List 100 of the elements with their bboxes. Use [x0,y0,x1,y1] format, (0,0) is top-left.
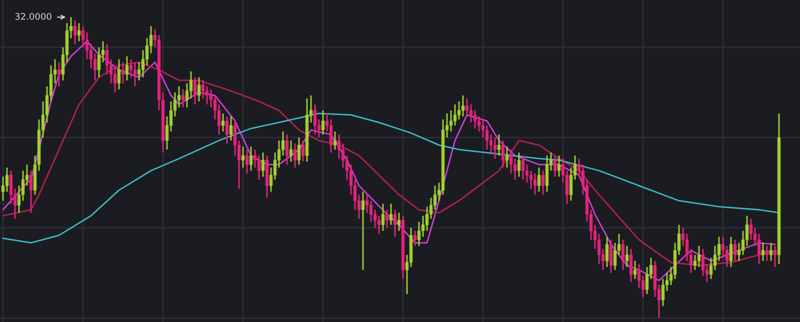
candlestick [117,58,121,90]
candlestick [301,140,305,162]
candlestick [465,98,469,118]
candlestick [185,82,189,108]
candlestick [517,152,521,178]
candlestick [417,221,421,247]
candlestick [397,212,401,232]
candlestick [473,110,477,130]
candlestick [453,104,457,126]
candlestick [505,146,509,168]
candlestick [221,112,225,132]
candlestick [497,134,501,156]
candlestick [721,236,725,259]
candlestick [21,170,25,202]
candlestick [761,242,765,262]
candlestick [661,278,665,307]
candlestick [477,116,481,132]
candlestick [645,266,649,295]
candlestick [709,257,713,280]
candlestick [333,130,337,150]
candlestick [285,134,289,166]
candlestick [297,136,301,166]
candlestick [197,76,201,102]
candlestick [93,52,97,82]
candlestick [77,22,81,42]
candlestick [613,242,617,271]
candlestick [321,110,325,136]
candlestick [141,50,145,78]
candlestick [5,166,9,192]
candlestick [421,215,425,238]
candlestick [373,209,377,228]
candlestick [385,209,389,228]
candlestick [313,104,317,136]
candlestick [609,239,613,274]
candlestick [241,146,245,168]
candlestick [553,154,557,178]
candlestick [189,70,193,100]
candlestick [229,116,233,142]
candlestick [569,166,573,202]
candlestick [177,86,181,108]
candlestick [717,236,721,262]
candlestick [757,233,761,265]
candlestick [461,94,465,118]
candlestick [521,154,525,180]
candlestick [377,215,381,235]
candlestick [249,146,253,172]
candlestick [513,158,517,180]
annotation: 32.0000 [15,12,52,20]
candlestick [469,104,473,124]
candlestick [557,154,561,178]
candlestick [85,32,89,60]
candlestick [129,58,133,78]
candlestick [701,248,705,277]
candlestick [233,118,237,156]
candlestick [633,260,637,280]
candlestick [145,38,149,66]
candlestick [289,140,293,162]
candlestick [125,56,129,82]
candlestick [341,142,345,168]
candlestick [541,170,545,196]
candlestick [749,218,753,241]
candlestick [81,25,85,48]
candlestick [529,170,533,190]
candlestick [597,233,601,265]
candlestick [329,118,333,154]
candlestick [205,86,209,106]
candlestick [489,134,493,154]
candlestick [693,254,697,271]
candlestick [121,62,125,84]
candlestick [29,170,33,214]
candlestick [629,248,633,283]
candlestick [105,44,109,76]
candlestick [369,200,373,222]
candlestick [737,242,741,262]
candlestick [425,206,429,232]
candlestick [225,116,229,144]
candlestick [281,130,285,156]
candlestick [389,203,393,226]
candlestick [525,164,529,184]
candlestick [765,245,769,262]
candlestick [413,230,417,247]
candlestick [625,245,629,268]
candlestick [181,88,185,108]
candlestick [481,118,485,138]
candlestick [9,170,13,204]
candlestick [1,176,5,202]
candlestick [257,154,261,180]
candlestick [637,263,641,289]
candlestick [89,44,93,70]
candlestick [209,88,213,108]
candlestick [137,62,141,82]
candlestick [621,239,625,271]
candlestick [713,245,717,271]
candlestick [253,148,257,168]
candlestick [73,19,77,45]
candlestick [245,148,249,174]
candlestick [433,184,437,210]
candlestick [361,191,365,271]
candlestick [773,245,777,268]
candlestick [261,152,265,178]
